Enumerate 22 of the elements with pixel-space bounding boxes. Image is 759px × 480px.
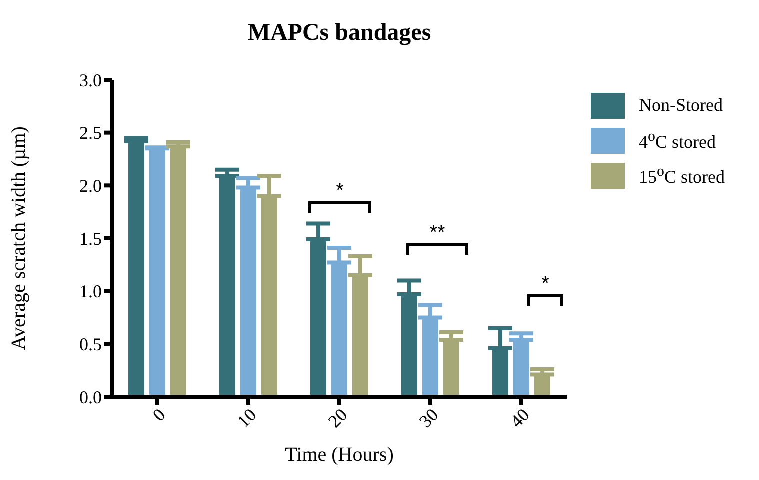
y-tick-label: 2.5 [80,123,102,144]
x-axis-title: Time (Hours) [285,444,394,466]
y-tick-label: 1.5 [80,228,102,249]
y-tick-label: 0.0 [80,387,102,408]
x-tick-label: 30 [415,404,442,432]
legend-label: 15$^{o}$C stored [639,164,725,188]
x-tick-label: 20 [324,404,352,432]
annotation: ** [430,222,446,244]
y-axis-title: Average scratch width (µm) [8,126,30,350]
annotation: * [542,273,550,295]
x-tick-label: 10 [233,404,260,432]
legend-label: 4$^{o}$C stored [639,128,716,152]
annotation: * [336,180,344,202]
y-tick-label: 3.0 [80,70,102,90]
chart-title: MAPCs bandages [246,20,432,47]
x-tick-label: 40 [506,404,534,432]
bar [149,148,166,397]
y-tick-label: 2.0 [80,176,102,196]
legend-label: Non-Stored [639,95,723,116]
y-tick-label: 1.0 [80,282,102,302]
y-tick-label: 0.5 [80,334,102,355]
x-tick-label: 0 [148,404,170,426]
